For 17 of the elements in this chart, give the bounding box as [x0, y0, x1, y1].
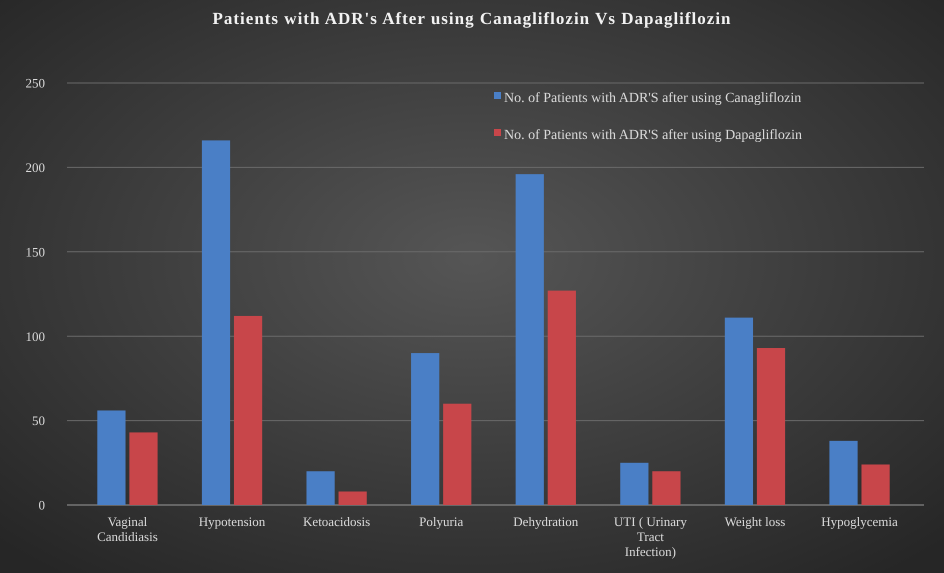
- y-tick-label: 200: [26, 160, 45, 175]
- y-tick-label: 50: [32, 413, 45, 428]
- x-tick-label: Hypoglycemia: [821, 514, 898, 529]
- legend-label: No. of Patients with ADR'S after using Dapagliflozin: [504, 128, 802, 143]
- x-tick-label: UTI ( Urinary Tract Infection): [614, 514, 688, 559]
- y-tick-label: 150: [26, 244, 45, 260]
- x-tick-label: Ketoacidosis: [303, 514, 370, 529]
- y-tick-label: 100: [26, 328, 45, 344]
- y-tick-label: 250: [26, 76, 45, 91]
- x-tick-label: Polyuria: [419, 514, 464, 529]
- y-tick-label: 0: [38, 498, 45, 513]
- x-tick-label: Hypotension: [198, 514, 266, 529]
- legend-label: No. of Patients with ADR'S after using Canagliflozin: [504, 90, 802, 106]
- x-tick-label: Dehydration: [513, 514, 579, 529]
- x-tick-label: Vaginal Candidiasis: [97, 514, 158, 544]
- x-tick-label: Weight loss: [724, 514, 786, 529]
- chart-title: Patients with ADR's After using Canagliflozin Vs Dapagliflozin: [212, 9, 732, 28]
